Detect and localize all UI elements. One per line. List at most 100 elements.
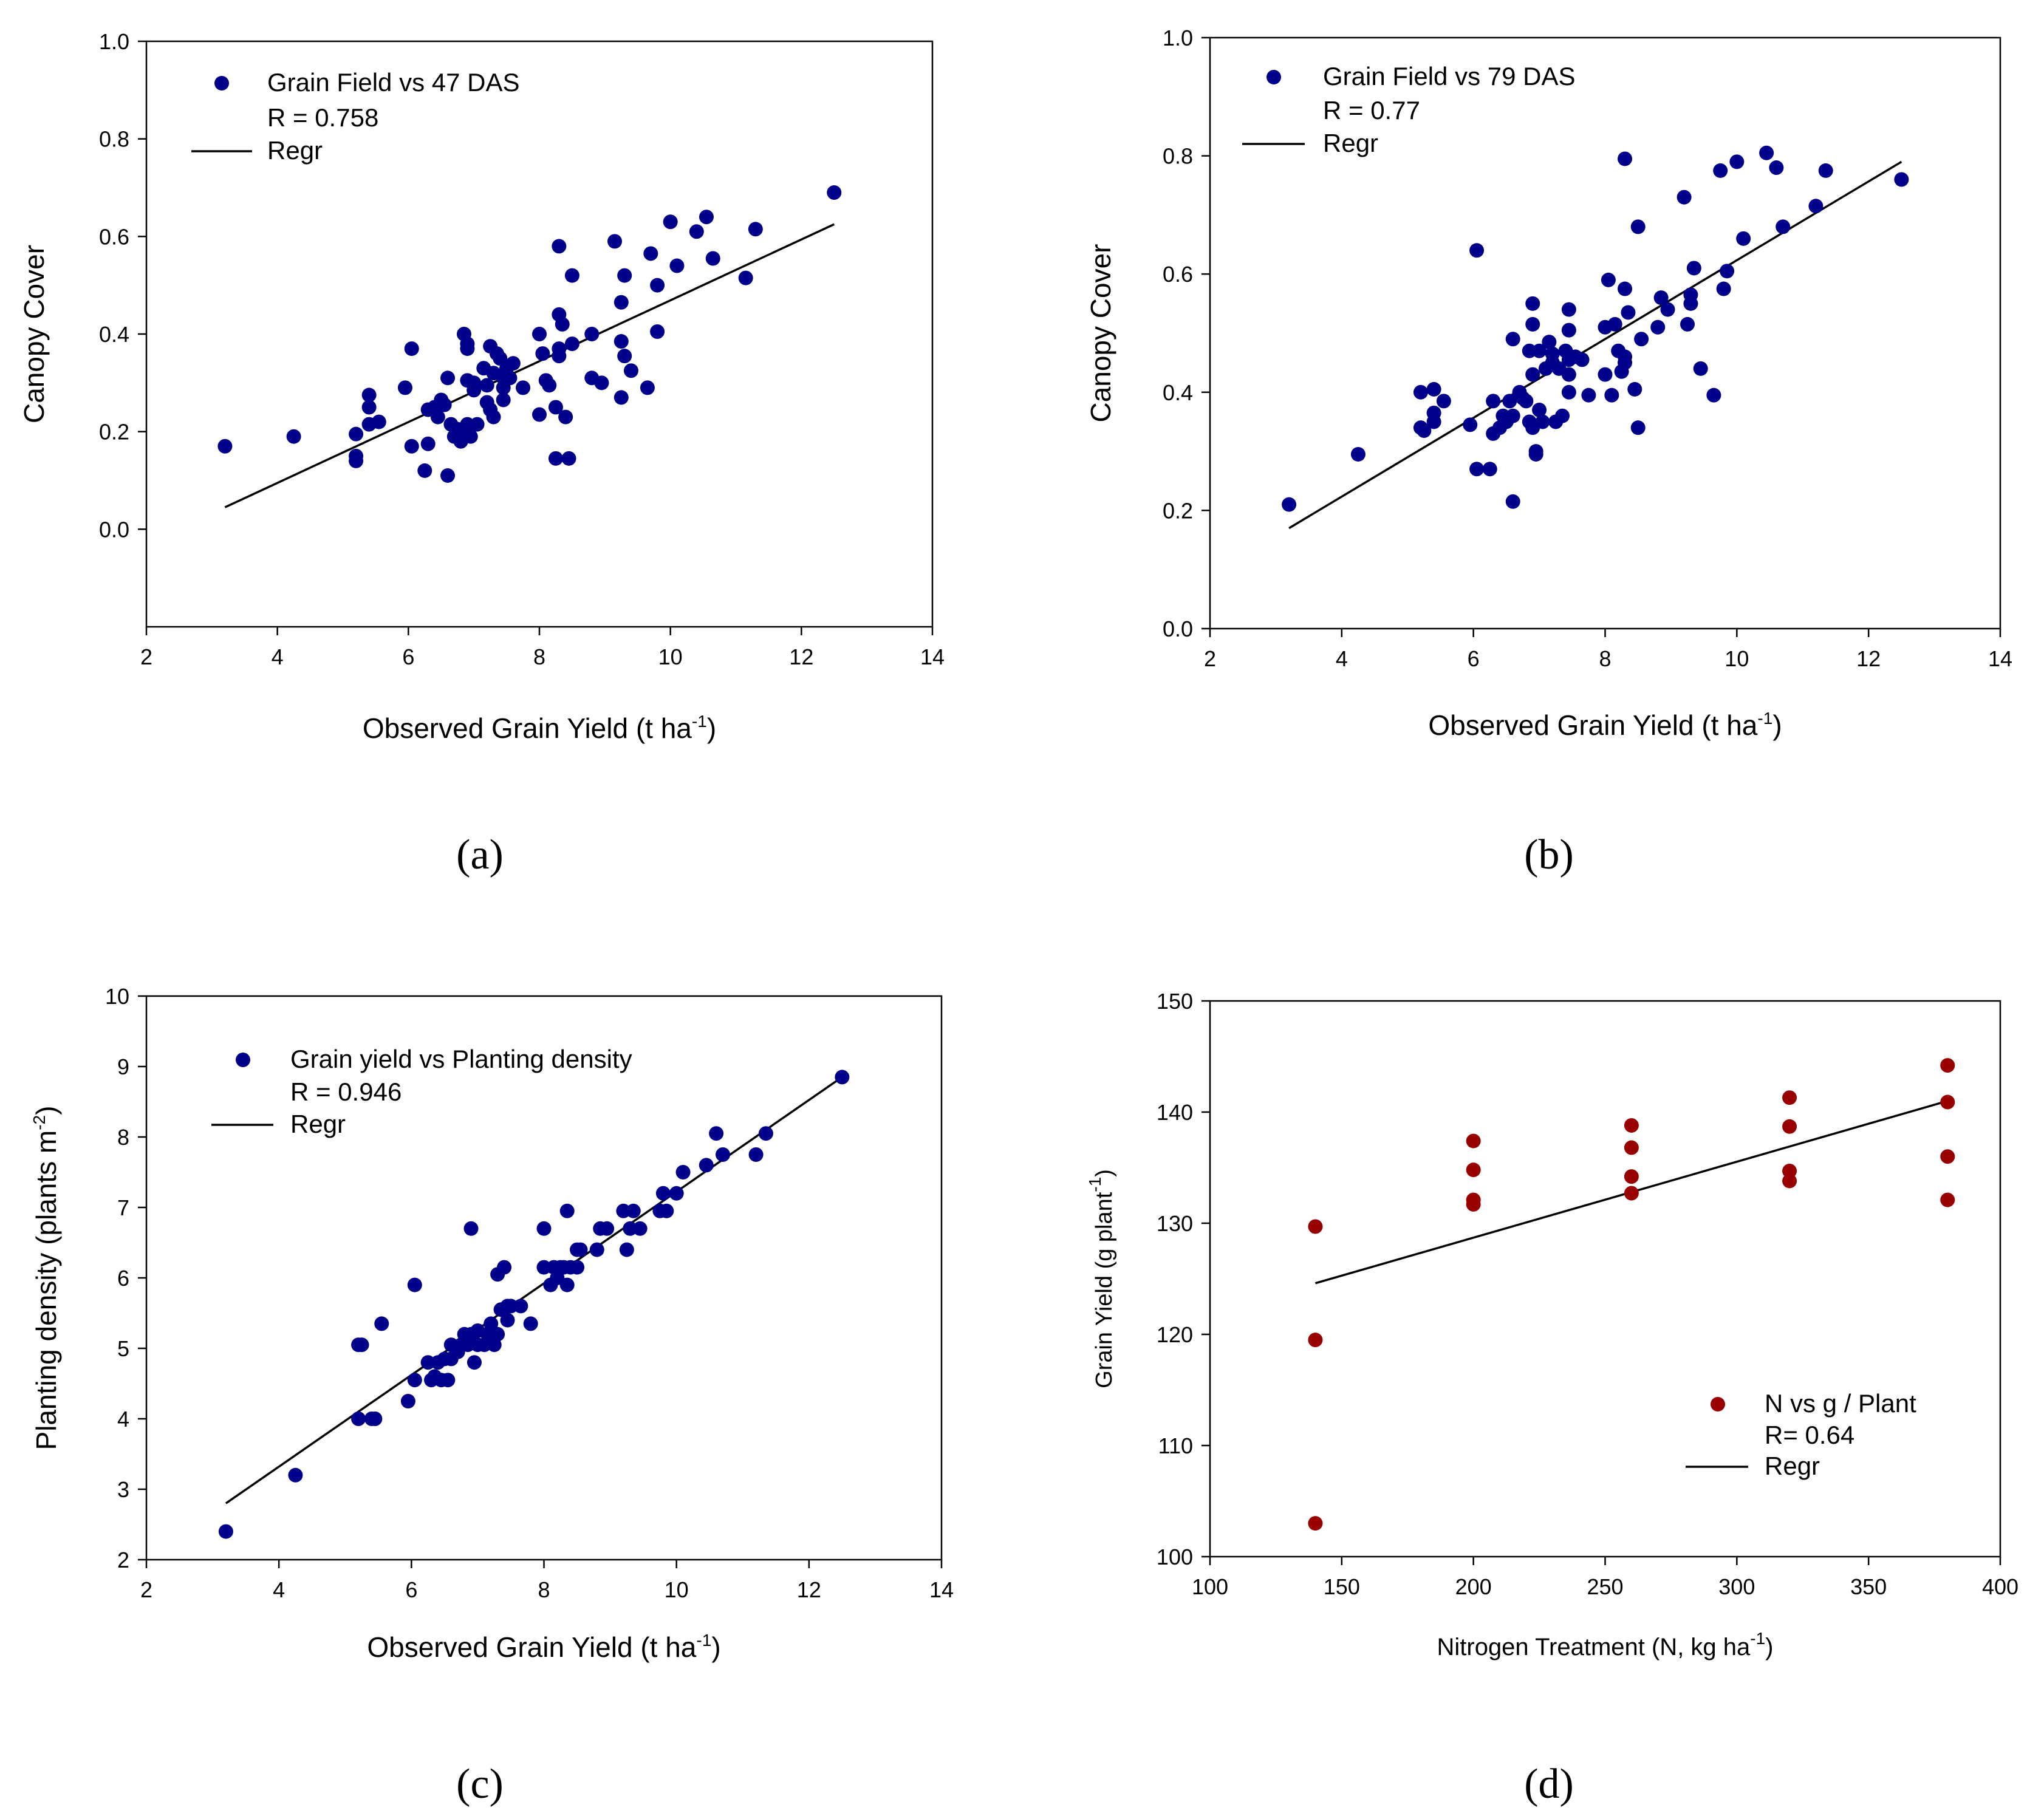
- data-point: [548, 400, 563, 415]
- y-tick-label: 0.2: [99, 420, 129, 445]
- data-point: [400, 1394, 415, 1408]
- y-tick-label: 120: [1157, 1322, 1193, 1347]
- data-point: [617, 268, 632, 283]
- x-tick-label: 6: [405, 1577, 417, 1602]
- data-point: [470, 417, 485, 432]
- data-point: [561, 451, 576, 466]
- data-point: [1532, 343, 1547, 358]
- data-point: [709, 1126, 724, 1141]
- data-point: [1686, 261, 1701, 276]
- data-point: [467, 383, 482, 398]
- data-point: [404, 341, 419, 357]
- y-tick-label: 1.0: [99, 29, 129, 54]
- y-tick-label: 6: [117, 1266, 129, 1291]
- x-tick-label: 2: [1204, 646, 1216, 671]
- data-point: [632, 1221, 648, 1236]
- data-point: [552, 239, 567, 254]
- data-point: [738, 270, 753, 285]
- data-point: [716, 1147, 731, 1162]
- panel-label: (b): [1524, 831, 1574, 878]
- data-point: [217, 439, 233, 454]
- data-point: [1561, 302, 1576, 317]
- data-point: [1525, 367, 1540, 382]
- data-point: [617, 349, 632, 364]
- data-point: [1720, 264, 1735, 279]
- data-point: [626, 1203, 641, 1218]
- data-point: [564, 336, 579, 352]
- data-point: [542, 378, 557, 393]
- data-point: [516, 380, 531, 395]
- data-point: [643, 246, 658, 261]
- x-tick-label: 4: [1336, 646, 1348, 671]
- data-point: [607, 234, 623, 249]
- data-point: [1630, 219, 1646, 234]
- x-tick-label: 2: [140, 644, 152, 669]
- data-point: [218, 1524, 233, 1539]
- data-point: [584, 327, 600, 341]
- legend-series-label: Grain Field vs 79 DAS: [1323, 62, 1576, 90]
- data-point: [460, 341, 475, 357]
- data-point: [1716, 281, 1731, 296]
- data-point: [555, 316, 570, 332]
- x-tick-label: 200: [1455, 1574, 1492, 1599]
- data-point: [1627, 381, 1642, 397]
- data-point: [758, 1126, 773, 1141]
- y-axis-title: Grain Yield (g plant-1): [1085, 1169, 1117, 1388]
- y-tick-label: 150: [1157, 989, 1193, 1014]
- data-point: [1466, 1133, 1481, 1149]
- data-point: [497, 1260, 512, 1275]
- y-tick-label: 0.4: [1163, 380, 1193, 405]
- chart-panel-4: 100 150 200 250 300 350 400 100 110 120 130 140 150 N…: [1085, 989, 2018, 1807]
- data-point: [689, 224, 704, 239]
- data-point: [1808, 199, 1824, 214]
- data-point: [1624, 1118, 1639, 1133]
- data-point: [1736, 231, 1751, 246]
- data-point: [1782, 1119, 1797, 1134]
- data-point: [286, 429, 301, 444]
- data-point: [486, 409, 501, 425]
- data-point: [1542, 335, 1557, 350]
- data-point: [374, 1316, 389, 1331]
- x-tick-label: 150: [1324, 1574, 1360, 1599]
- y-tick-label: 9: [117, 1054, 129, 1079]
- data-point: [1618, 151, 1633, 166]
- data-point: [669, 258, 685, 273]
- y-tick-label: 3: [117, 1477, 129, 1502]
- data-point: [1525, 316, 1540, 332]
- x-tick-label: 4: [272, 644, 284, 669]
- data-point: [600, 1221, 615, 1236]
- x-tick-label: 14: [929, 1577, 954, 1602]
- data-point: [1417, 423, 1432, 439]
- data-point: [1624, 1186, 1639, 1201]
- x-tick-label: 14: [920, 644, 945, 669]
- data-point: [371, 414, 386, 429]
- x-axis-title: Observed Grain Yield (t ha-1): [367, 1631, 720, 1663]
- data-point: [835, 1070, 850, 1085]
- data-point: [1683, 296, 1698, 311]
- data-point: [1618, 355, 1633, 370]
- data-point: [367, 1411, 383, 1426]
- data-point: [1782, 1090, 1797, 1105]
- data-point: [1505, 494, 1520, 509]
- data-point: [614, 295, 629, 310]
- x-tick-label: 10: [658, 644, 683, 669]
- data-point: [827, 185, 842, 200]
- y-tick-label: 0.0: [1163, 616, 1193, 641]
- data-point: [1532, 402, 1547, 417]
- y-tick-label: 5: [117, 1336, 129, 1361]
- data-point: [1776, 219, 1791, 234]
- y-tick-label: 0.6: [99, 224, 129, 249]
- data-point: [1436, 394, 1451, 409]
- data-point: [1561, 367, 1576, 382]
- data-point: [351, 1411, 366, 1426]
- data-point: [288, 1467, 303, 1483]
- data-point: [1653, 290, 1669, 306]
- x-tick-label: 10: [665, 1577, 689, 1602]
- data-point: [705, 251, 720, 266]
- x-axis-title: Observed Grain Yield (t ha-1): [363, 712, 716, 744]
- data-point: [1680, 316, 1695, 332]
- legend-marker: [1711, 1397, 1725, 1411]
- data-point: [570, 1260, 585, 1275]
- data-point: [407, 1373, 422, 1388]
